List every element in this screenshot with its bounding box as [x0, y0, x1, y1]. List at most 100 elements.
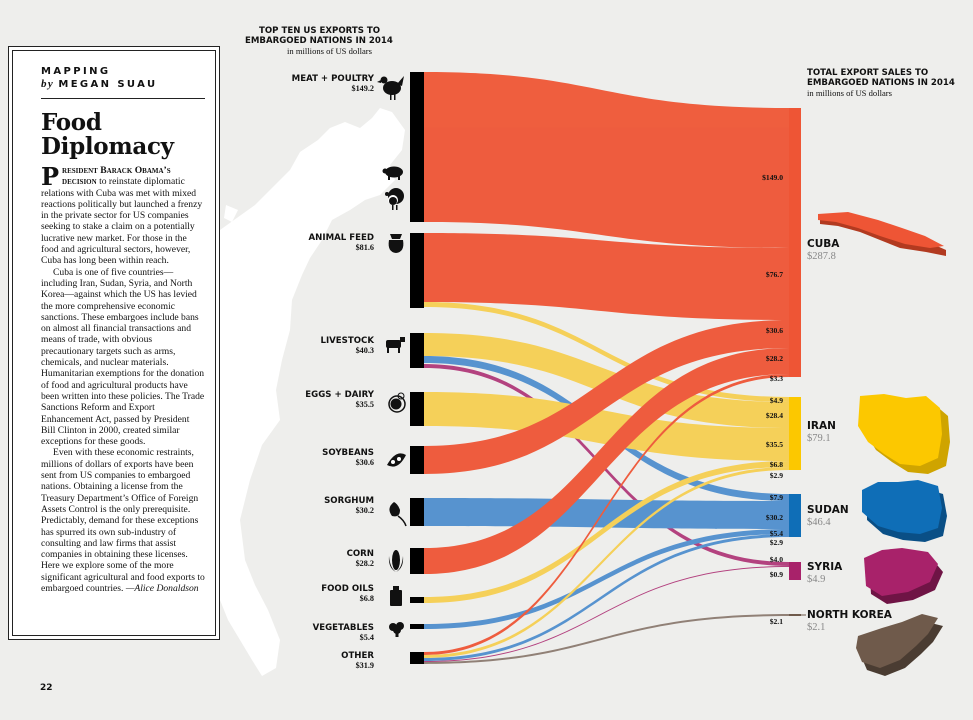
headline-line-2: Diplomacy: [41, 133, 174, 160]
flow-value-labels: $149.0 $76.7 $30.6 $28.2 $3.3 $4.9 $28.4…: [762, 173, 783, 626]
right-header-unit: in millions of US dollars: [807, 88, 892, 98]
source-bar-vegetables: [410, 624, 424, 629]
flow-label: $7.9: [770, 493, 783, 502]
dest-value-syria: $4.9: [807, 574, 826, 585]
broccoli-icon: [389, 622, 404, 637]
dest-bar-iran: [789, 397, 801, 470]
flow-label: $149.0: [762, 173, 783, 182]
dropcap: P: [41, 162, 60, 191]
article-paragraph-3: Even with these economic restraints, mil…: [41, 447, 205, 594]
oil-can-icon: [390, 586, 402, 606]
right-header-line-1: TOTAL EXPORT SALES TO: [807, 68, 929, 78]
country-shapes: [818, 212, 950, 676]
sidebar-rule: [41, 98, 205, 99]
dest-value-cuba: $287.8: [807, 251, 836, 262]
flow-food-oils-iran: [424, 461, 789, 603]
soybean-icon: [387, 453, 406, 467]
source-value: $30.6: [355, 458, 374, 467]
source-value: $149.2: [351, 84, 374, 93]
source-name: VEGETABLES: [312, 623, 374, 633]
source-label-sorghum: SORGHUM $30.2: [224, 496, 374, 516]
source-value: $35.5: [355, 400, 374, 409]
source-bar-animal-feed: [410, 233, 424, 308]
flow-label: $30.6: [766, 326, 783, 335]
pig-icon: [382, 166, 403, 180]
headline-line-1: Food: [41, 109, 102, 136]
syria-map-icon: [864, 548, 943, 604]
source-value: $81.6: [355, 243, 374, 252]
left-header-line-2: EMBARGOED NATIONS IN 2014: [245, 36, 393, 46]
flow-sorghum-sudan: [424, 498, 789, 529]
flow-animal-feed-cuba: [424, 233, 789, 320]
flow-corn-cuba: [424, 348, 789, 574]
north-korea-map-icon: [856, 614, 943, 676]
page-number: 22: [40, 683, 53, 693]
chicken-icon: [377, 76, 404, 100]
source-name: FOOD OILS: [321, 584, 374, 594]
source-bar-food-oils: [410, 597, 424, 603]
flow-eggs-dairy-iran: [424, 392, 789, 461]
sudan-map-icon: [862, 480, 947, 542]
paragraph-1-rest: to reinstate diplomatic relations with C…: [41, 176, 203, 267]
source-bars: [410, 72, 424, 664]
source-bar-eggs-dairy: [410, 392, 424, 426]
flow-label: $4.0: [770, 555, 783, 564]
dest-value-sudan: $46.4: [807, 517, 831, 528]
flow-label: $4.9: [770, 396, 783, 405]
source-value: $28.2: [355, 559, 374, 568]
egg-icon: [388, 392, 406, 413]
flow-label: $76.7: [766, 270, 783, 279]
source-value: $31.9: [355, 661, 374, 670]
source-name: ANIMAL FEED: [308, 233, 374, 243]
dest-name-north-korea: NORTH KOREA: [807, 609, 892, 621]
destination-bars: [789, 108, 801, 616]
flow-label: $28.2: [766, 354, 783, 363]
source-name: SORGHUM: [324, 496, 374, 506]
left-header-line-1: TOP TEN US EXPORTS TO: [259, 26, 381, 36]
flow-ribbons: [424, 72, 789, 664]
article-paragraph-2: Cuba is one of five countries—including …: [41, 266, 205, 448]
source-name: SOYBEANS: [322, 448, 374, 458]
paragraph-3-text: Even with these economic restraints, mil…: [41, 447, 205, 594]
dest-bar-sudan: [789, 494, 801, 537]
source-label-soybeans: SOYBEANS $30.6: [224, 448, 374, 468]
right-chart-header: TOTAL EXPORT SALES TO EMBARGOED NATIONS …: [807, 68, 967, 98]
cow-icon: [386, 337, 405, 353]
source-value: $6.8: [359, 594, 374, 603]
flow-label: $35.5: [766, 440, 783, 449]
lead-smallcaps: resident Barack Obama’s decision: [62, 165, 171, 188]
feed-sack-icon: [388, 234, 404, 253]
flow-label: $5.4: [770, 529, 783, 538]
source-value: $30.2: [355, 506, 374, 515]
source-bar-corn: [410, 548, 424, 574]
source-name: MEAT + POULTRY: [291, 74, 374, 84]
source-label-eggs-dairy: EGGS + DAIRY $35.5: [224, 390, 374, 410]
source-label-corn: CORN $28.2: [224, 549, 374, 569]
dest-value-iran: $79.1: [807, 433, 831, 444]
source-label-other: OTHER $31.9: [224, 651, 374, 671]
cuba-map-icon: [818, 212, 946, 256]
flow-label: $2.9: [770, 471, 783, 480]
dest-bar-cuba: [789, 108, 801, 377]
flow-label: $30.2: [766, 513, 783, 522]
source-name: LIVESTOCK: [320, 336, 374, 346]
source-label-vegetables: VEGETABLES $5.4: [224, 623, 374, 643]
iran-map-icon: [858, 394, 950, 474]
source-label-animal-feed: ANIMAL FEED $81.6: [224, 233, 374, 253]
source-value: $5.4: [359, 633, 374, 642]
source-bar-soybeans: [410, 446, 424, 474]
article-signature: —Alice Donaldson: [123, 582, 199, 594]
source-value: $40.3: [355, 346, 374, 355]
dest-bar-syria: [789, 562, 801, 580]
source-label-food-oils: FOOD OILS $6.8: [224, 584, 374, 604]
source-name: OTHER: [341, 651, 374, 661]
source-name: CORN: [346, 549, 374, 559]
byline-by: by: [41, 78, 55, 90]
source-bar-sorghum: [410, 498, 424, 526]
